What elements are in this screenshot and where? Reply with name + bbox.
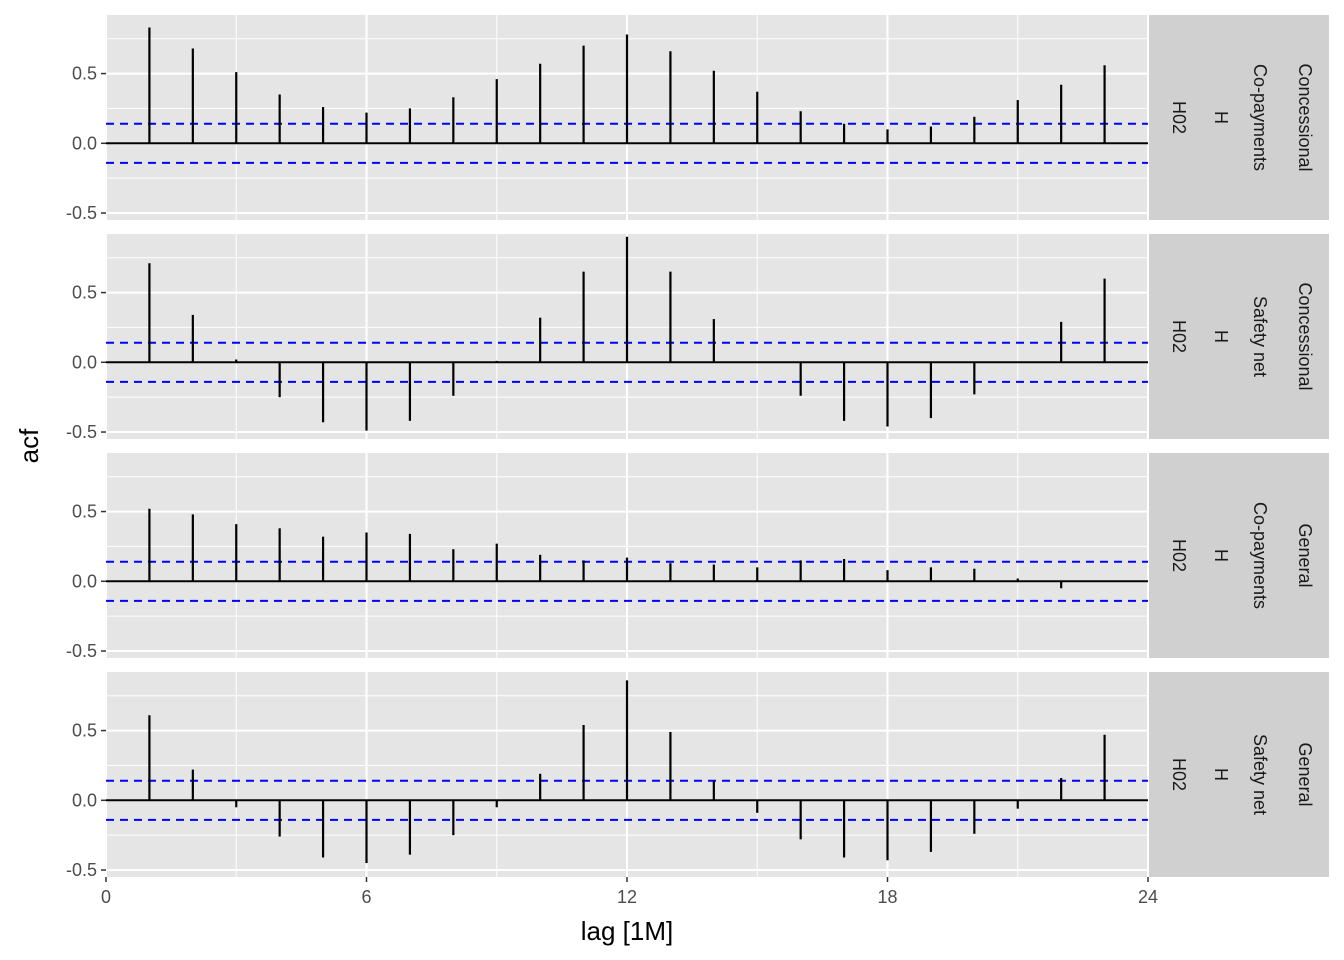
facet-strip-label: H02: [1169, 320, 1189, 353]
facet-strip: [1149, 453, 1329, 658]
x-tick-label: 6: [361, 887, 371, 907]
facet-strip-label: H: [1211, 549, 1231, 562]
facet-strip-label: General: [1295, 523, 1315, 587]
x-tick-label: 0: [101, 887, 111, 907]
y-tick-label: -0.5: [66, 203, 97, 223]
y-tick-label: -0.5: [66, 641, 97, 661]
facet-strip: [1149, 234, 1329, 439]
y-tick-label: 0.5: [72, 721, 97, 741]
x-tick-label: 18: [877, 887, 897, 907]
facet-strip: [1149, 15, 1329, 220]
facet-strip-label: Co-payments: [1250, 502, 1270, 609]
facet-strip-label: Concessional: [1295, 63, 1315, 171]
facet-panel: -0.5 0.0 0.5 Concessional Co-payments H H02: [66, 15, 1329, 223]
x-tick-label: 12: [617, 887, 637, 907]
facet-panels: -0.50.00.5 ConcessionalCo-paymentsHH02-0.…: [66, 15, 1329, 880]
y-tick-label: 0.0: [72, 790, 97, 810]
y-tick-label: 0.5: [72, 283, 97, 303]
facet-strip-label: General: [1295, 742, 1315, 806]
facet-strip-label: Safety net: [1250, 296, 1270, 377]
facet-panel: -0.5 0.0 0.5 General Co-payments H H02: [66, 453, 1329, 661]
y-axis-label: acf: [14, 428, 44, 463]
y-tick-label: 0.0: [72, 571, 97, 591]
facet-strip-label: H02: [1169, 539, 1189, 572]
y-tick-label: 0.5: [72, 64, 97, 84]
y-tick-label: 0.0: [72, 133, 97, 153]
facet-panel: -0.5 0.0 0.5 General Safety net H H02: [66, 672, 1329, 880]
x-axis-label: lag [1M]: [581, 916, 674, 946]
facet-strip-label: H: [1211, 111, 1231, 124]
facet-strip-label: H02: [1169, 101, 1189, 134]
facet-strip-label: H02: [1169, 758, 1189, 791]
facet-strip-label: H: [1211, 330, 1231, 343]
facet-strip-label: H: [1211, 768, 1231, 781]
facet-panel: -0.5 0.0 0.5 Concessional Safety net H H02: [66, 234, 1329, 442]
facet-strip-label: Concessional: [1295, 282, 1315, 390]
y-tick-label: -0.5: [66, 860, 97, 880]
x-tick-label: 24: [1138, 887, 1158, 907]
facet-strip: [1149, 672, 1329, 877]
y-tick-label: -0.5: [66, 422, 97, 442]
x-axis: 0 6 12 18 24: [101, 877, 1158, 907]
facet-strip-label: Co-payments: [1250, 64, 1270, 171]
y-tick-label: 0.5: [72, 502, 97, 522]
y-tick-label: 0.0: [72, 352, 97, 372]
facet-strip-label: Safety net: [1250, 734, 1270, 815]
